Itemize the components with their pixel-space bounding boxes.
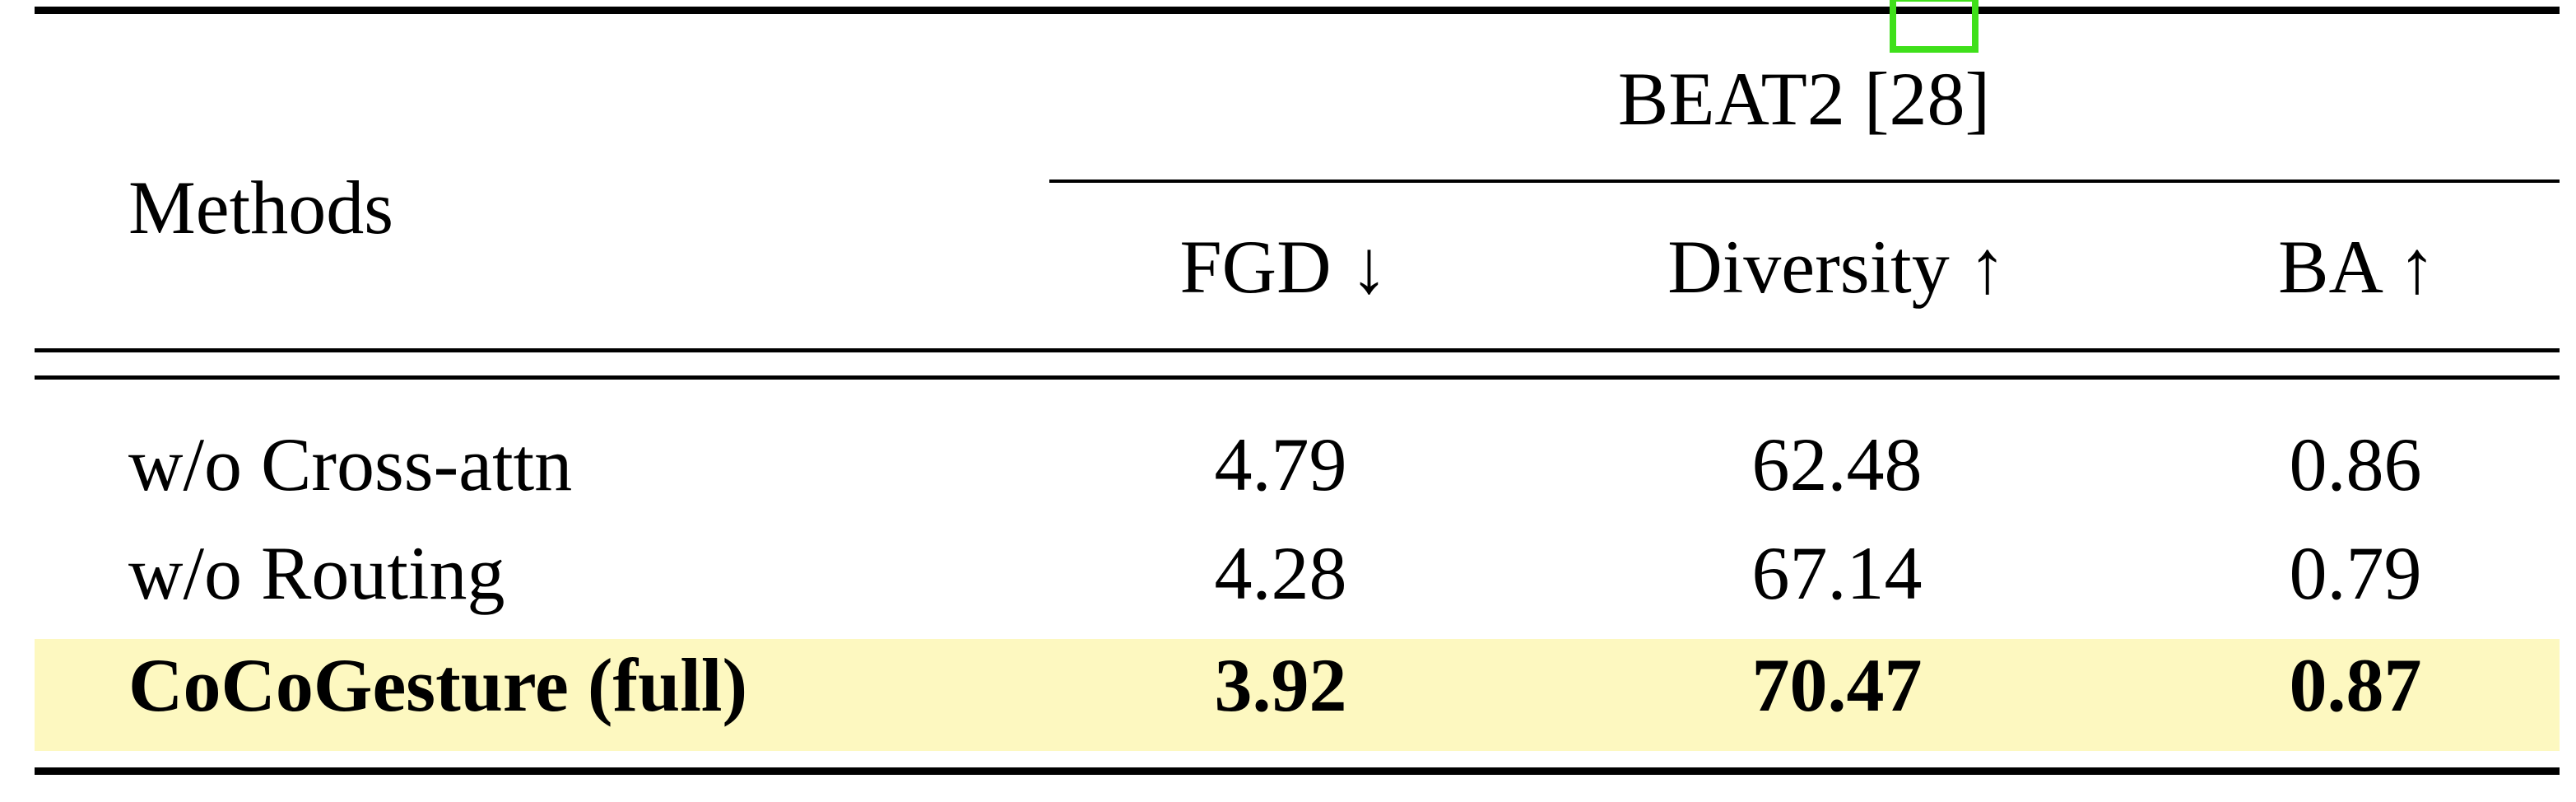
row-method: w/o Routing [128,531,505,615]
row-method: CoCoGesture (full) [128,643,748,727]
top-rule [35,7,2560,14]
highlighted-row-background [35,639,2560,751]
header-double-rule-bottom [35,375,2560,380]
col-header-diversity: Diversity ↑ [1667,225,2006,309]
header-double-rule-top [35,348,2560,352]
row-diversity: 70.47 [1751,643,1923,727]
row-fgd: 3.92 [1214,643,1347,727]
bottom-rule [35,767,2560,775]
row-fgd: 4.28 [1214,531,1347,615]
group-header: BEAT2 [28] [1617,57,1991,141]
col-header-ba: BA ↑ [2278,225,2436,309]
row-ba: 0.86 [2289,422,2422,506]
row-diversity: 62.48 [1751,422,1923,506]
row-method: w/o Cross-attn [128,422,573,506]
row-ba: 0.79 [2289,531,2422,615]
col-header-fgd: FGD ↓ [1179,225,1388,309]
methods-header: Methods [128,166,393,249]
selection-box [1890,0,1978,53]
row-diversity: 67.14 [1751,531,1923,615]
row-fgd: 4.79 [1214,422,1347,506]
row-ba: 0.87 [2289,643,2422,727]
group-underline [1049,180,2560,183]
